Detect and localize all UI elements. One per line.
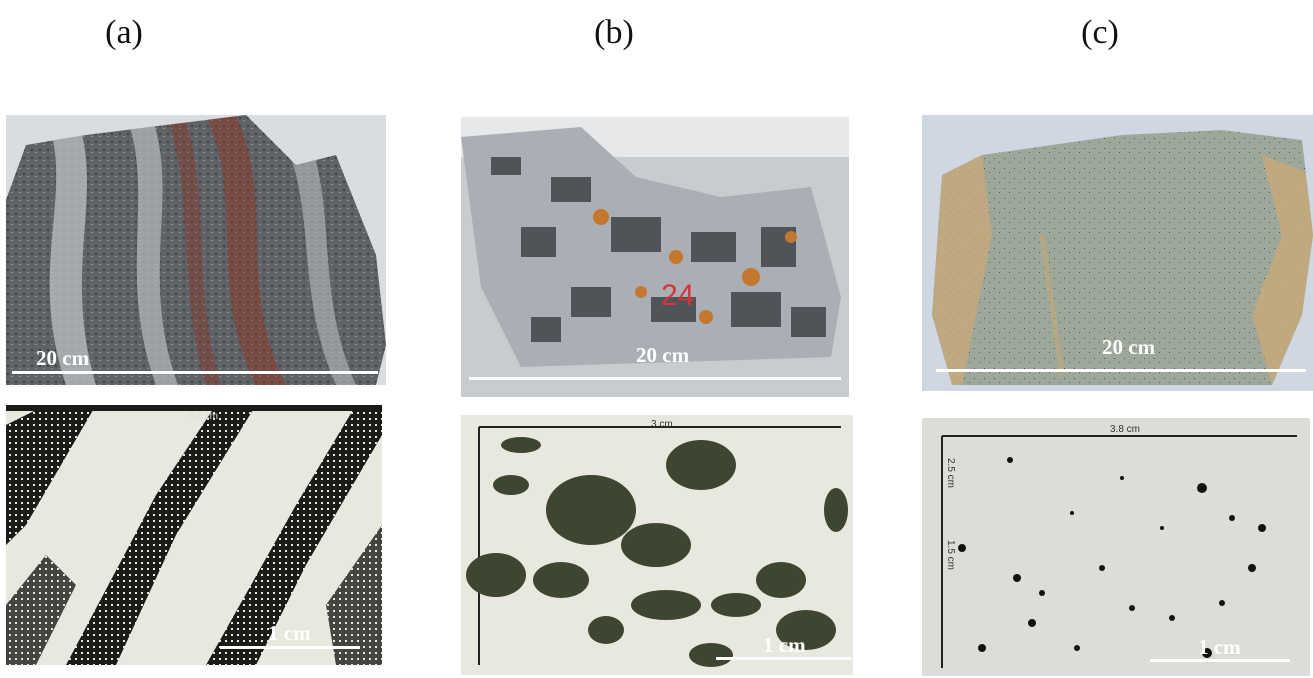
thin-section-b: 3 cm 1 cm: [461, 415, 853, 675]
thin-scale-label-b: 1 cm: [763, 633, 806, 657]
thin-measure-c: 3.8 cm: [1110, 424, 1141, 435]
hand-specimen-c-image: [922, 115, 1313, 391]
thin-scale-label-a: 1 cm: [268, 621, 311, 645]
scale-bar-b: [469, 377, 841, 380]
hand-specimen-b-image: [461, 117, 849, 397]
panel-label-a: (a): [105, 14, 143, 51]
thin-side-measure-c2: 1.5 cm: [945, 540, 956, 571]
thin-section-a-image: [6, 405, 382, 665]
thin-section-c-image: [922, 418, 1310, 676]
hand-specimen-a-image: [6, 115, 386, 385]
thin-section-c: 3.8 cm 2.5 cm 1.5 cm 1 cm: [922, 418, 1310, 676]
scale-label-a: 20 cm: [36, 346, 90, 370]
panel-label-c: (c): [1081, 14, 1119, 51]
panel-label-b: (b): [594, 14, 634, 51]
thin-measure-b: 3 cm: [651, 419, 673, 430]
scale-label-c: 20 cm: [1102, 335, 1156, 359]
hand-specimen-a: 20 cm: [6, 115, 386, 385]
scale-bar-c: [936, 369, 1306, 372]
thin-section-b-image: [461, 415, 853, 675]
thin-measure-a: 3.2 cm: [188, 411, 219, 422]
hand-specimen-b: 24 20 cm: [461, 117, 849, 397]
thin-side-measure-c1: 2.5 cm: [945, 458, 956, 489]
hand-specimen-c: 20 cm: [922, 115, 1313, 391]
scale-bar-a: [12, 371, 378, 374]
thin-section-a: 3.2 cm 1 cm: [6, 405, 382, 665]
thin-scale-bar-a: [220, 646, 360, 649]
thin-scale-label-c: 1 cm: [1198, 635, 1241, 659]
sample-mark: 24: [661, 279, 695, 312]
scale-label-b: 20 cm: [636, 343, 690, 367]
thin-scale-bar-c: [1150, 659, 1290, 662]
thin-scale-bar-b: [716, 657, 851, 660]
